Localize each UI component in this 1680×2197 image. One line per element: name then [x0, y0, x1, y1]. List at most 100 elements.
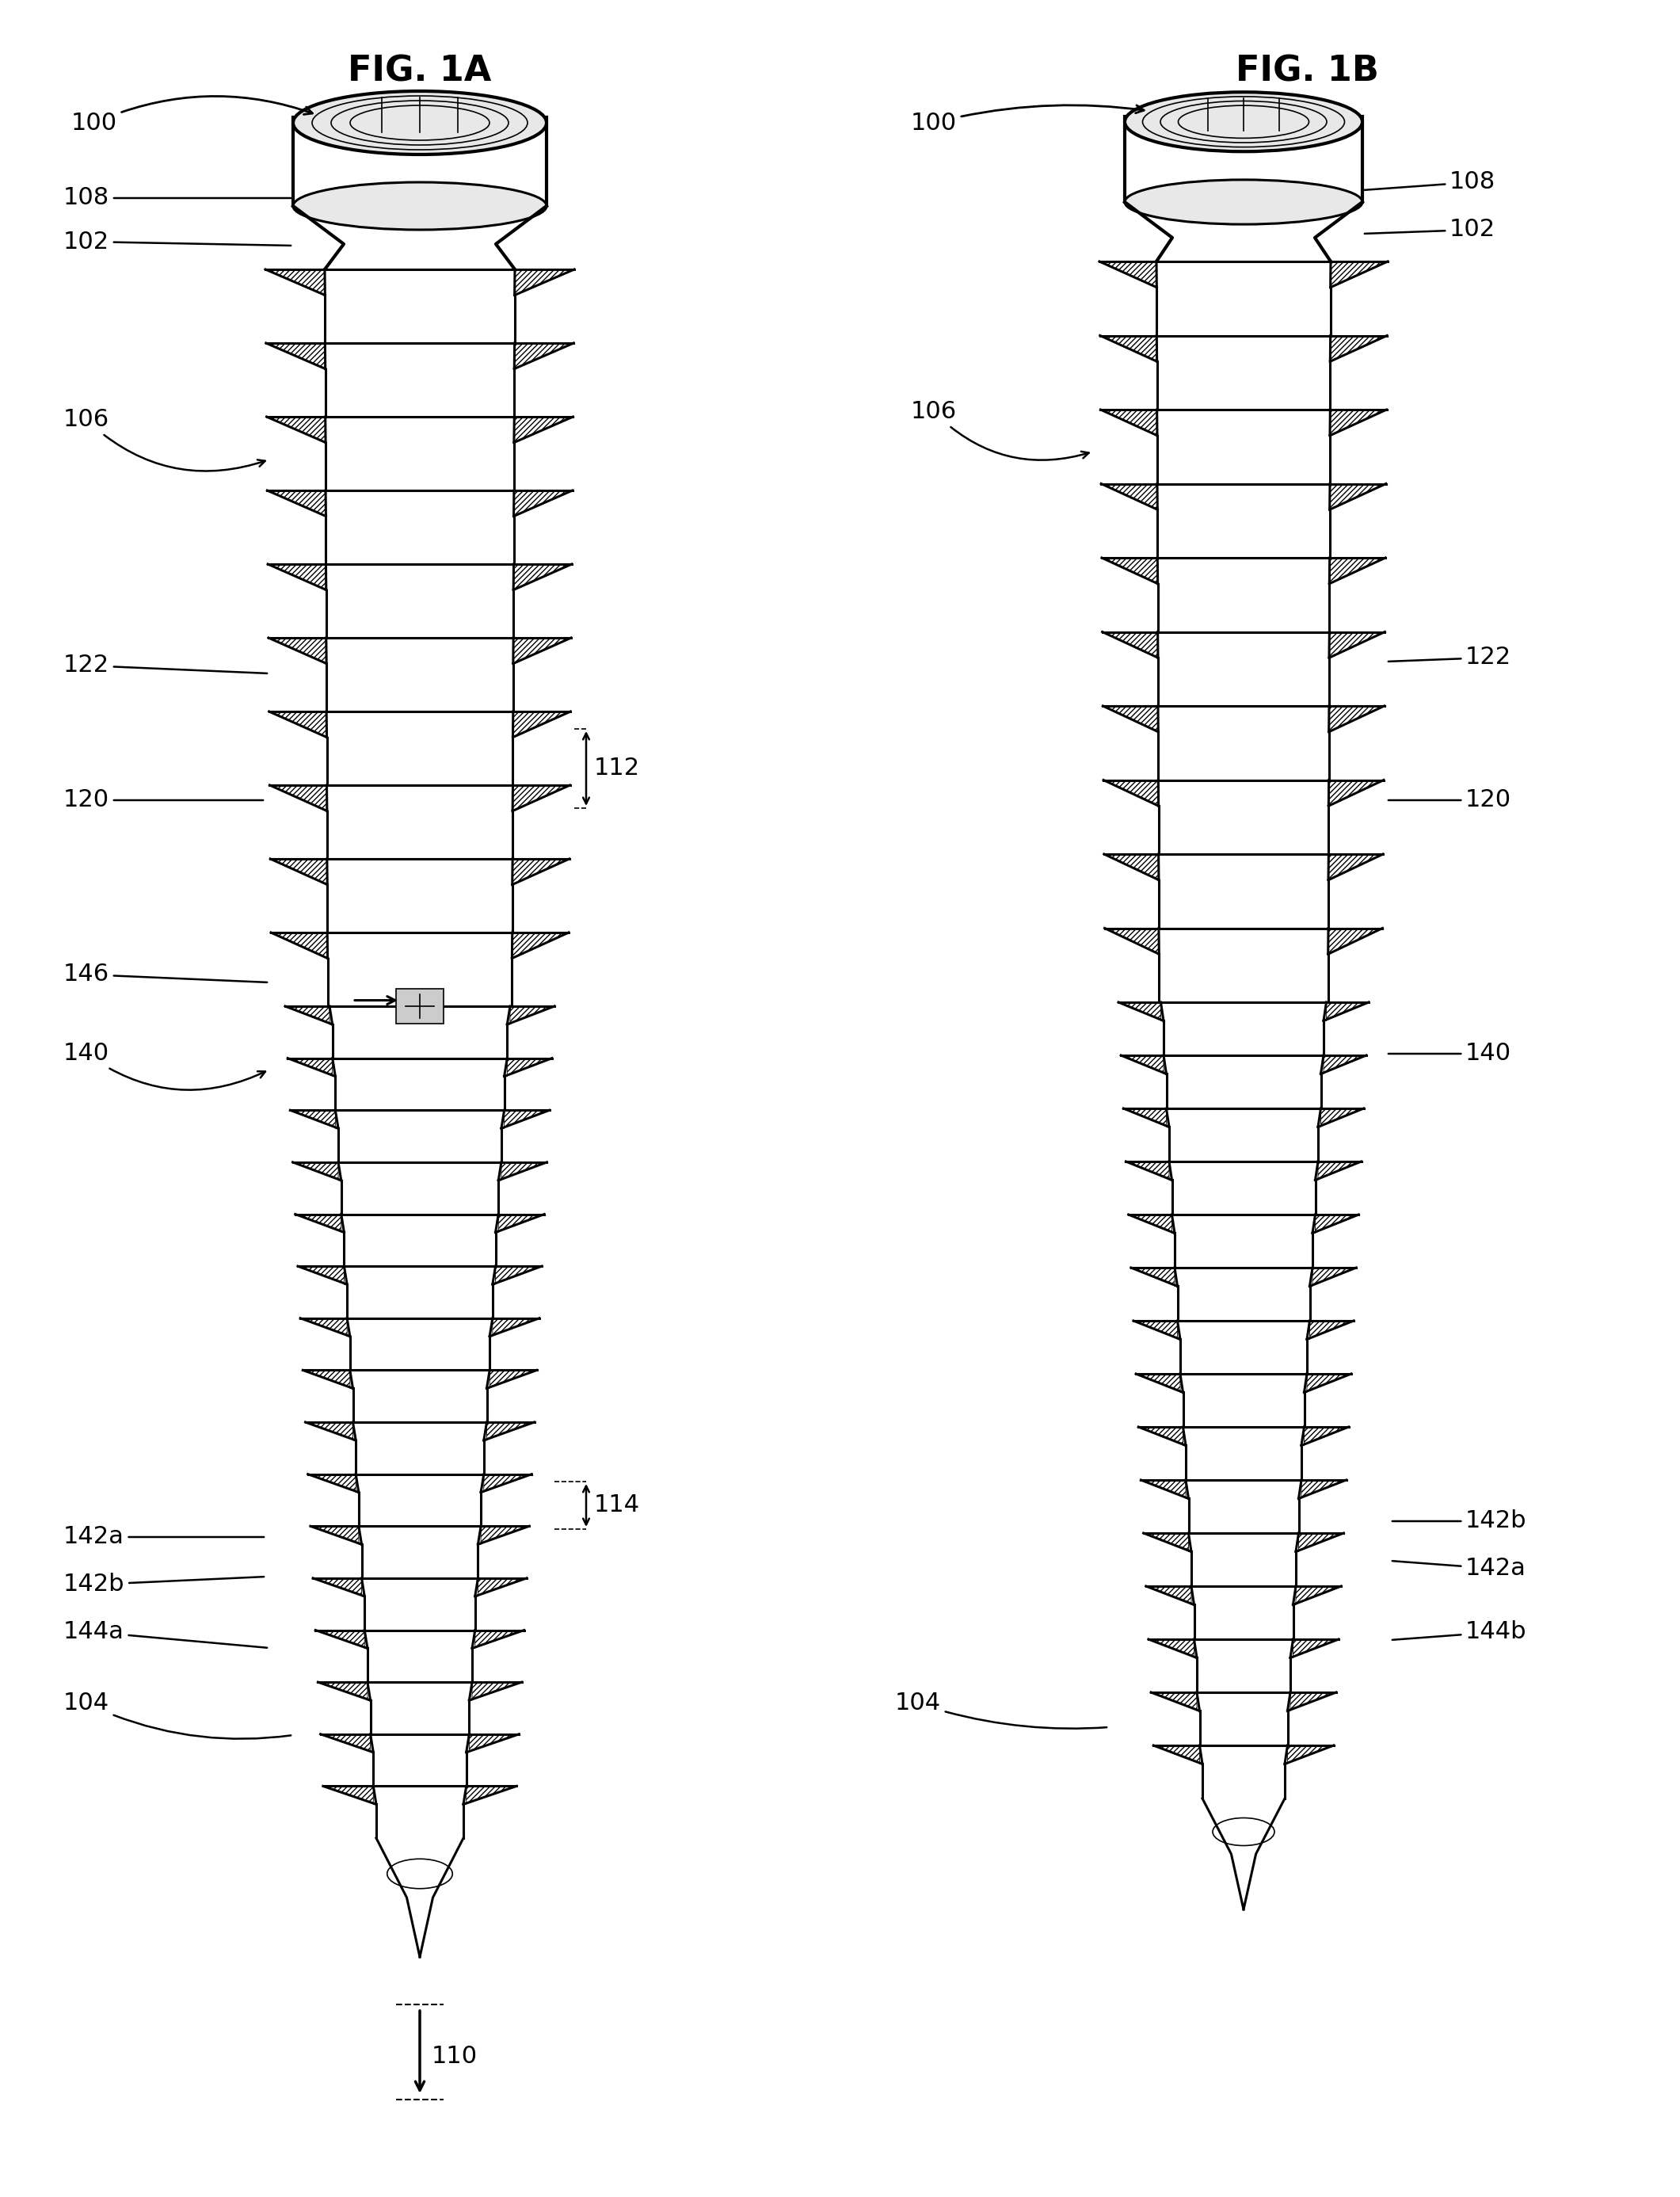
Polygon shape [1315, 1162, 1361, 1180]
Polygon shape [1302, 1340, 1307, 1373]
Polygon shape [302, 1371, 353, 1389]
Polygon shape [318, 1683, 370, 1700]
Polygon shape [1309, 1180, 1315, 1215]
Polygon shape [475, 1577, 528, 1597]
Polygon shape [1329, 705, 1384, 732]
Text: 142b: 142b [1393, 1509, 1527, 1534]
Polygon shape [1322, 657, 1329, 705]
Polygon shape [1307, 1320, 1354, 1340]
Polygon shape [512, 859, 570, 885]
Polygon shape [1329, 633, 1384, 657]
Text: 114: 114 [595, 1494, 640, 1516]
Polygon shape [316, 1630, 368, 1648]
Polygon shape [270, 859, 328, 885]
Polygon shape [501, 1109, 549, 1129]
Text: 122: 122 [64, 655, 267, 677]
Polygon shape [1315, 1074, 1320, 1109]
Polygon shape [512, 637, 571, 663]
Polygon shape [489, 1318, 539, 1336]
Polygon shape [1304, 1373, 1351, 1393]
Polygon shape [487, 1285, 492, 1318]
Polygon shape [480, 1474, 533, 1492]
Polygon shape [512, 784, 570, 811]
Polygon shape [323, 1786, 376, 1804]
Polygon shape [1294, 1586, 1341, 1604]
Polygon shape [1322, 732, 1329, 780]
Polygon shape [321, 1733, 373, 1753]
FancyBboxPatch shape [396, 989, 444, 1024]
Polygon shape [296, 1215, 344, 1233]
Polygon shape [265, 270, 324, 294]
Polygon shape [1319, 1109, 1364, 1127]
Ellipse shape [292, 90, 546, 154]
Polygon shape [1294, 1498, 1299, 1534]
Polygon shape [1324, 363, 1331, 409]
Polygon shape [1307, 1233, 1312, 1268]
Polygon shape [1285, 1744, 1334, 1764]
Polygon shape [1104, 927, 1159, 953]
Polygon shape [1324, 288, 1331, 336]
Polygon shape [269, 712, 326, 738]
Polygon shape [506, 885, 512, 932]
Polygon shape [1124, 1109, 1169, 1127]
Polygon shape [1119, 1002, 1164, 1022]
Ellipse shape [1124, 92, 1362, 152]
Text: 144a: 144a [64, 1621, 267, 1648]
Polygon shape [469, 1648, 472, 1683]
Polygon shape [512, 712, 571, 738]
Ellipse shape [1124, 180, 1362, 224]
Polygon shape [506, 516, 514, 565]
Polygon shape [1144, 1534, 1191, 1551]
Polygon shape [1149, 1639, 1196, 1659]
Polygon shape [506, 738, 512, 784]
Polygon shape [469, 1683, 521, 1700]
Polygon shape [292, 1162, 341, 1180]
Polygon shape [1329, 483, 1386, 510]
Text: 120: 120 [1388, 789, 1512, 811]
Polygon shape [506, 663, 512, 712]
Polygon shape [484, 1336, 489, 1371]
Polygon shape [267, 565, 326, 589]
Text: 140: 140 [1388, 1041, 1512, 1066]
Text: 112: 112 [595, 758, 640, 780]
Polygon shape [514, 490, 573, 516]
Text: 104: 104 [895, 1692, 1107, 1729]
Polygon shape [1297, 1446, 1302, 1481]
Polygon shape [1284, 1711, 1287, 1744]
Polygon shape [1100, 336, 1158, 363]
Polygon shape [311, 1527, 361, 1544]
Polygon shape [1322, 584, 1329, 633]
Polygon shape [1154, 1744, 1203, 1764]
Polygon shape [270, 932, 328, 958]
Text: 106: 106 [64, 409, 265, 470]
Polygon shape [492, 1180, 499, 1215]
Polygon shape [1329, 558, 1386, 584]
Polygon shape [1129, 1215, 1174, 1233]
Polygon shape [514, 417, 573, 442]
Polygon shape [1302, 1426, 1349, 1446]
Polygon shape [472, 1630, 524, 1648]
Polygon shape [1329, 855, 1383, 881]
Polygon shape [482, 1389, 487, 1421]
Polygon shape [1102, 633, 1158, 657]
Polygon shape [1146, 1586, 1194, 1604]
Polygon shape [267, 417, 326, 442]
Polygon shape [496, 1215, 544, 1233]
Polygon shape [464, 1786, 516, 1804]
Polygon shape [479, 1441, 484, 1474]
Polygon shape [484, 1421, 534, 1441]
Text: 142b: 142b [64, 1573, 264, 1595]
Polygon shape [1100, 409, 1158, 435]
Polygon shape [1324, 1002, 1369, 1022]
Polygon shape [306, 1421, 356, 1441]
Polygon shape [1295, 1534, 1344, 1551]
Text: 144b: 144b [1393, 1621, 1527, 1643]
Polygon shape [1299, 1393, 1304, 1426]
Text: 120: 120 [64, 789, 264, 811]
Text: 140: 140 [64, 1041, 265, 1090]
Polygon shape [470, 1597, 475, 1630]
Polygon shape [507, 294, 514, 343]
Polygon shape [1329, 927, 1383, 953]
Polygon shape [467, 1733, 519, 1753]
Polygon shape [270, 784, 328, 811]
